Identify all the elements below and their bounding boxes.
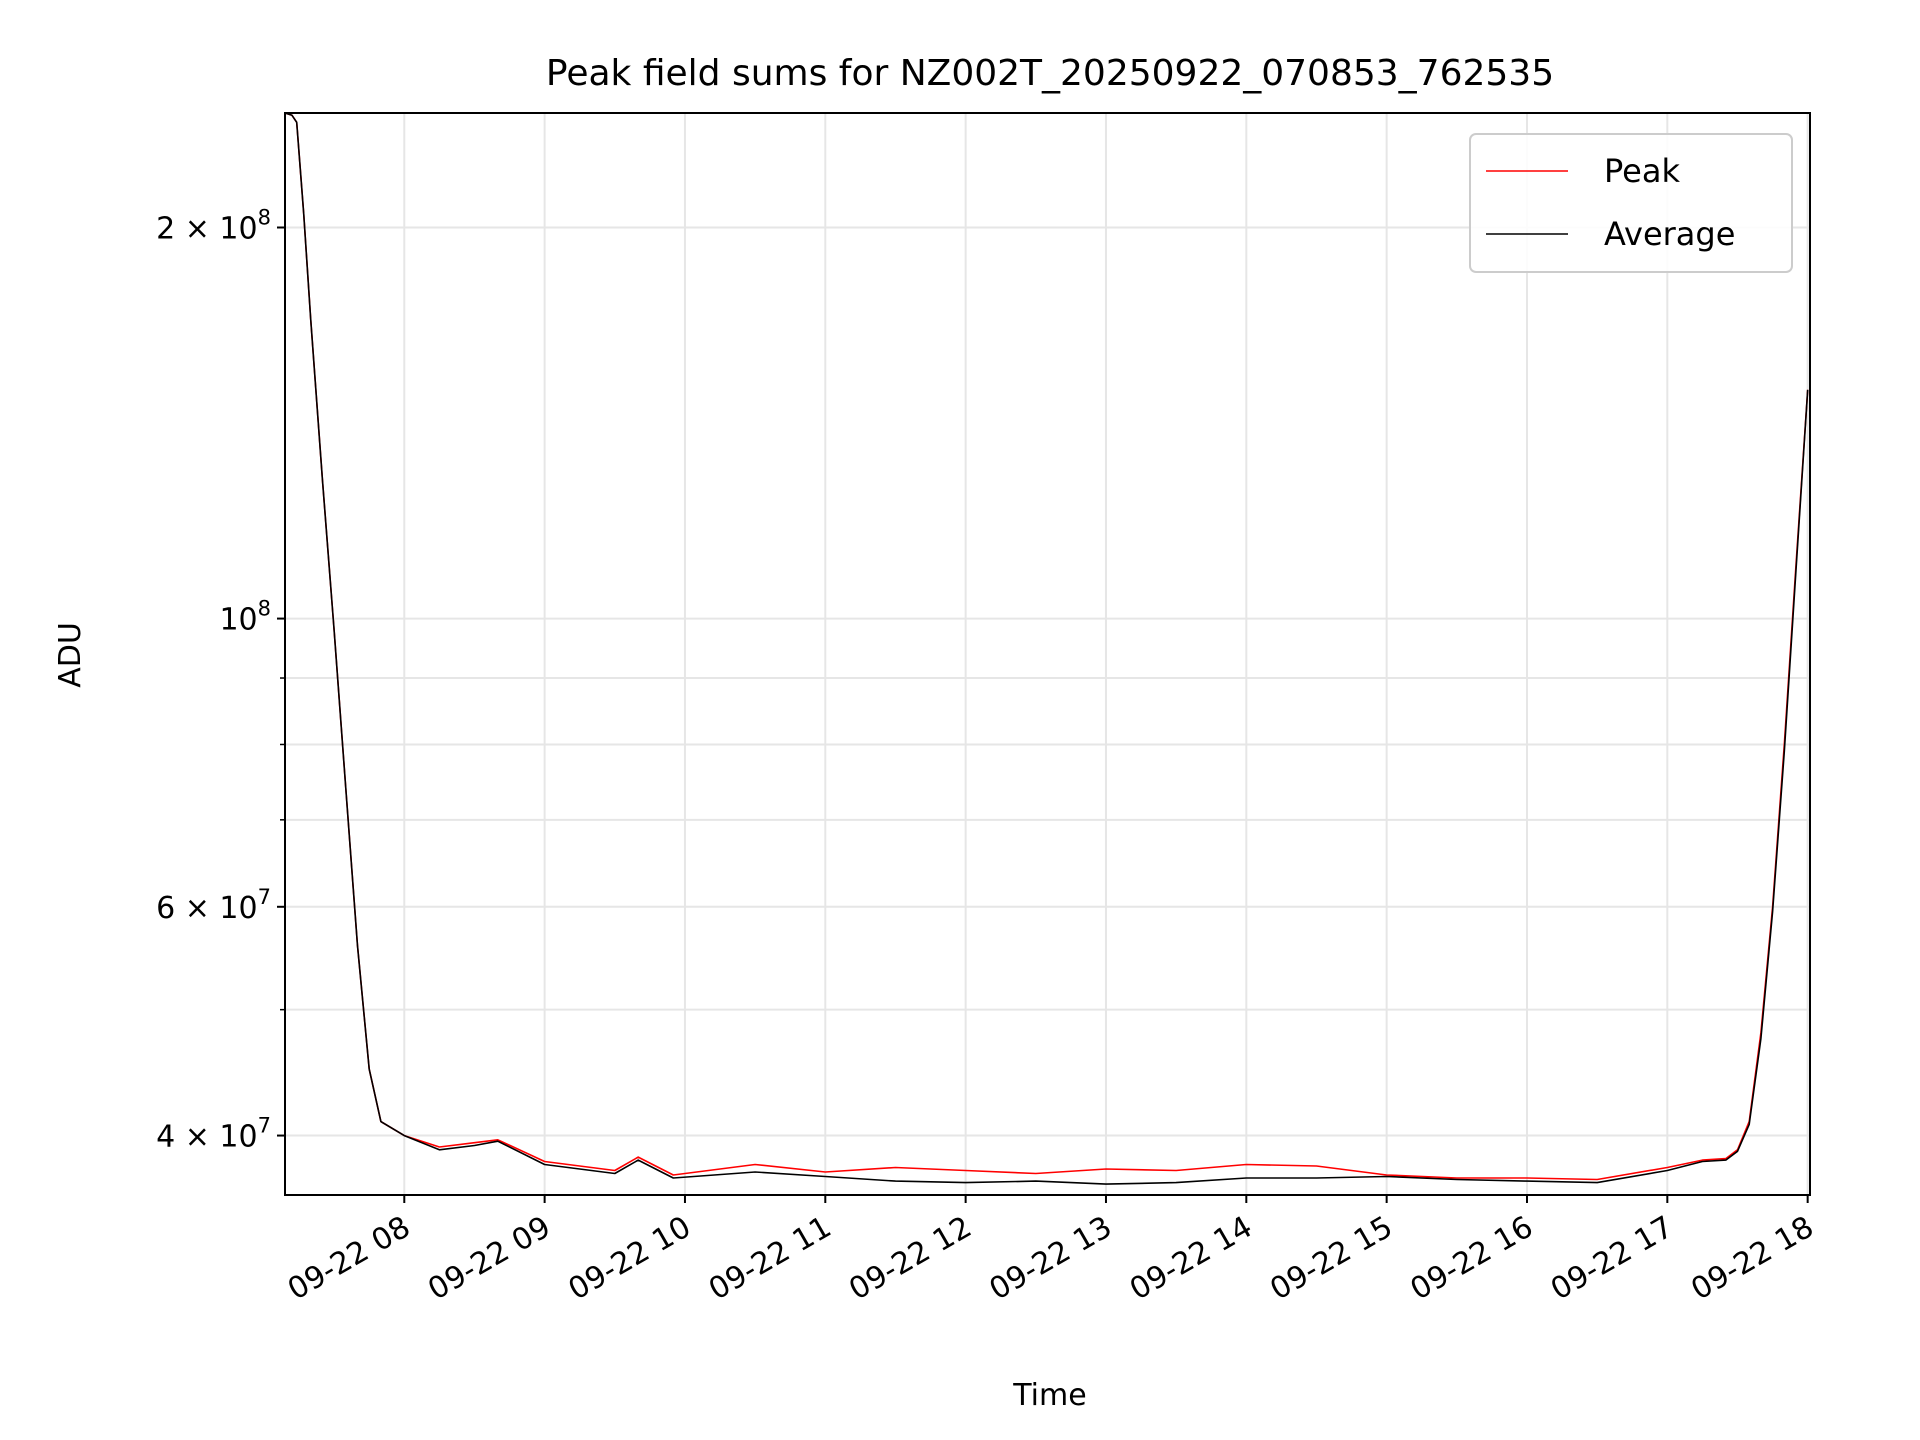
- series-line-average: [284, 112, 1809, 1185]
- series-lines: [284, 112, 1809, 1185]
- y-tick-label: 4 × 107: [156, 1114, 271, 1155]
- legend-label-average: Average: [1604, 215, 1735, 253]
- y-axis-label: ADU: [53, 622, 88, 688]
- y-axis-ticks: 2 × 108 108 6 × 107 4 × 107: [156, 206, 285, 1155]
- y-tick-label: 108: [219, 597, 271, 638]
- x-axis-label: Time: [1012, 1378, 1086, 1413]
- y-tick-label: 2 × 108: [156, 206, 271, 247]
- legend-label-peak: Peak: [1604, 152, 1680, 190]
- plot-area-background: [285, 113, 1810, 1195]
- chart-title: Peak field sums for NZ002T_20250922_0708…: [546, 53, 1554, 94]
- grid: [285, 113, 1810, 1195]
- legend-box: [1469, 133, 1793, 273]
- legend: Peak Average: [1469, 133, 1793, 273]
- y-tick-label: 6 × 107: [156, 885, 271, 926]
- plot-frame: [284, 112, 1811, 1196]
